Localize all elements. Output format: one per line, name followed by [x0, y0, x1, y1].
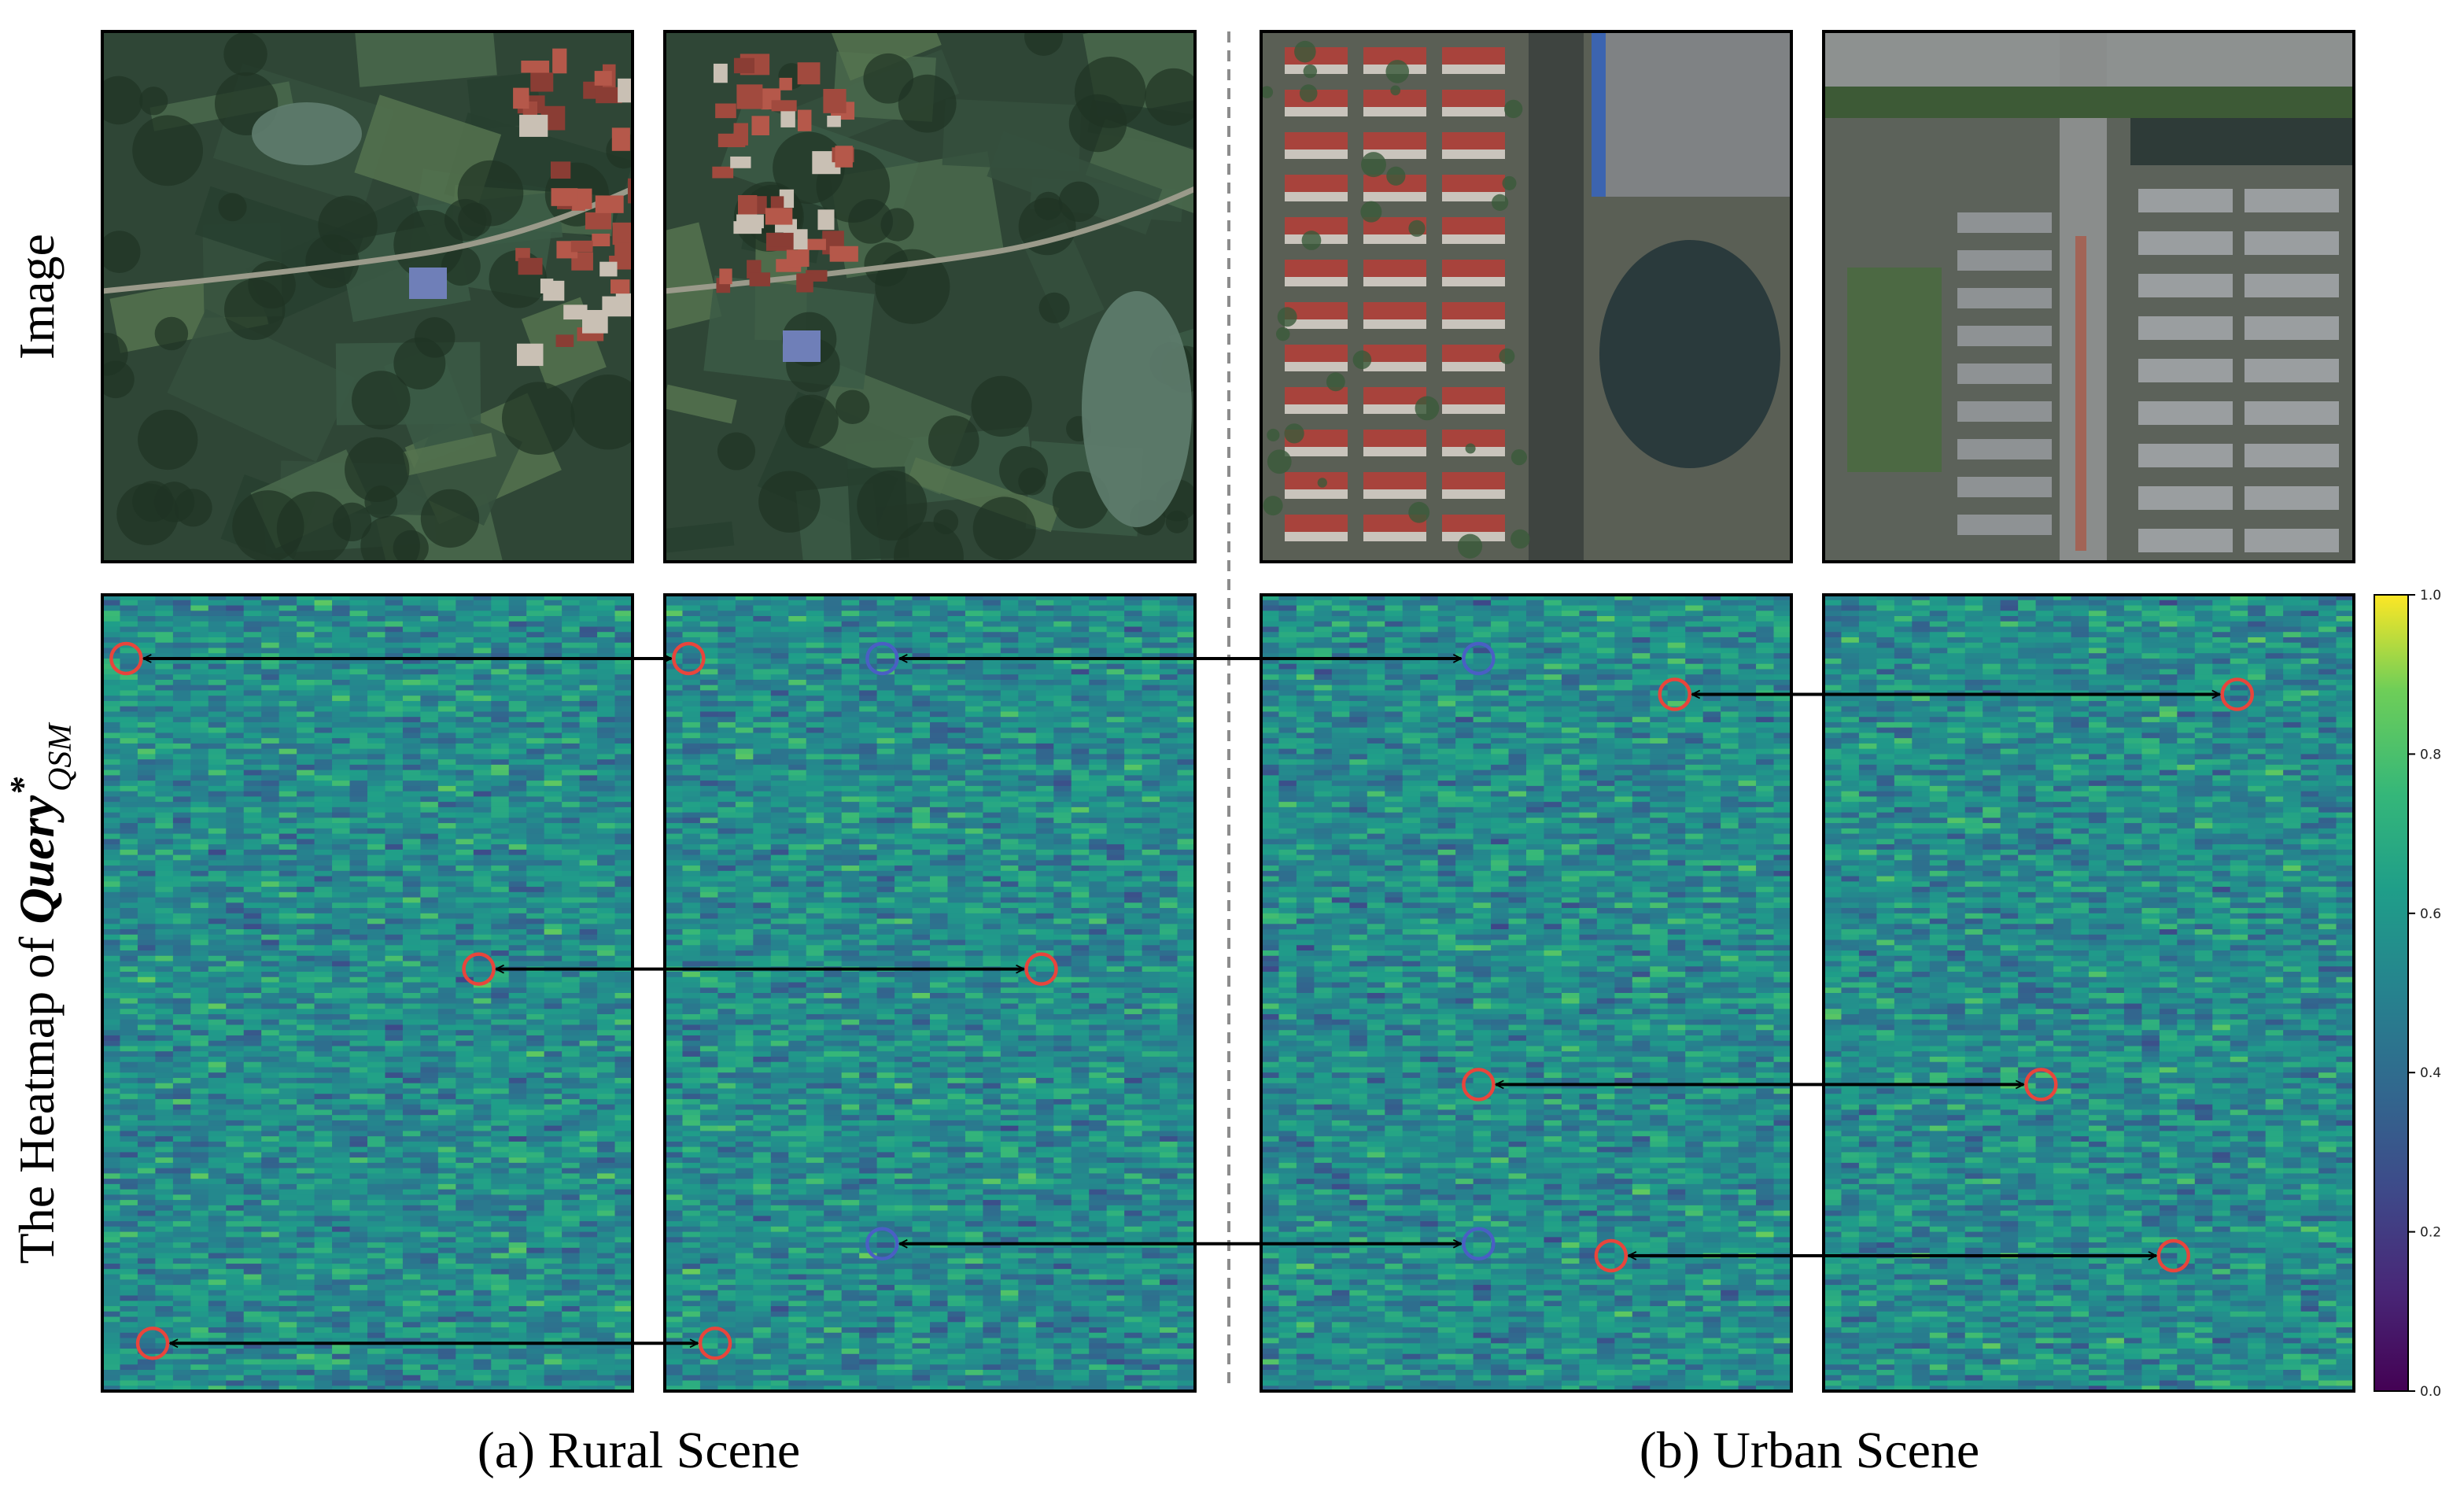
marker-0-end — [672, 641, 706, 676]
correspondence-7 — [135, 1327, 732, 1360]
heatmap-panels — [101, 593, 2355, 1393]
correspondence-2 — [1658, 677, 2254, 711]
marker-7-start — [135, 1327, 170, 1360]
image-frame-urban-1 — [1260, 30, 1793, 563]
marker-5-start — [865, 1227, 899, 1261]
row-label-image: Image — [9, 234, 65, 360]
correspondence-1 — [865, 641, 1496, 676]
heatmap-frame-urban-2 — [1822, 593, 2355, 1393]
marker-7-end — [698, 1327, 732, 1360]
heatmap-frame-rural-1 — [101, 593, 634, 1393]
marker-1-start — [865, 641, 899, 676]
caption-rural: (a) Rural Scene — [478, 1422, 800, 1479]
colorbar-tick-label-3: 0.4 — [2420, 1065, 2441, 1081]
colorbar-tick-label-0: 1.0 — [2420, 588, 2441, 603]
caption-urban: (b) Urban Scene — [1640, 1422, 1979, 1479]
correspondence-5 — [865, 1227, 1496, 1261]
correspondence-links — [109, 641, 2254, 1360]
colorbar-gradient — [2374, 594, 2409, 1392]
colorbar-ticks: 1.0 0.8 0.6 0.4 0.2 0.0 — [2408, 588, 2441, 1400]
correspondence-4 — [1462, 1068, 2058, 1102]
marker-3-start — [462, 952, 496, 986]
image-panel-urban-1 — [1261, 31, 1791, 562]
image-panel-rural-1 — [102, 31, 633, 562]
row-label-heatmap: The Heatmap of Query*QSM — [2, 722, 79, 1264]
heatmap-urban-2 — [1822, 593, 2355, 1393]
marker-5-end — [1462, 1227, 1496, 1261]
heatmap-urban-1 — [1260, 593, 1793, 1393]
marker-1-end — [1462, 641, 1496, 676]
marker-4-end — [2024, 1068, 2058, 1102]
marker-2-end — [2220, 677, 2254, 711]
colorbar-tick-label-4: 0.2 — [2420, 1225, 2441, 1241]
colorbar-tick-label-2: 0.6 — [2420, 906, 2441, 922]
marker-0-start — [109, 641, 143, 676]
heatmap-rural-2 — [663, 593, 1197, 1393]
heatmap-frame-urban-1 — [1260, 593, 1793, 1393]
heatmap-rural-1 — [101, 593, 634, 1393]
colorbar: 1.0 0.8 0.6 0.4 0.2 0.0 — [2374, 588, 2441, 1400]
colorbar-tick-label-1: 0.8 — [2420, 747, 2441, 762]
marker-2-start — [1658, 677, 1691, 711]
marker-6-end — [2156, 1238, 2191, 1273]
colorbar-tick-label-5: 0.0 — [2420, 1384, 2441, 1400]
correspondence-0 — [109, 641, 706, 676]
marker-3-end — [1024, 952, 1058, 986]
image-panel-rural-2 — [665, 31, 1195, 562]
heatmap-label-prefix: The Heatmap of — [9, 924, 65, 1264]
correspondence-6 — [1594, 1238, 2191, 1273]
heatmap-frame-rural-2 — [663, 593, 1197, 1393]
heatmap-label-superscript: * — [2, 777, 42, 795]
image-panel-urban-2 — [1824, 31, 2354, 562]
heatmap-label-subscript: QSM — [42, 722, 79, 792]
image-frame-rural-1 — [101, 30, 634, 563]
heatmap-label-symbol: Query — [9, 795, 65, 924]
correspondence-3 — [462, 952, 1058, 986]
image-frame-urban-2 — [1822, 30, 2355, 563]
marker-4-start — [1462, 1068, 1496, 1102]
marker-6-start — [1594, 1238, 1629, 1273]
aerial-images — [101, 30, 2355, 563]
image-frame-rural-2 — [663, 30, 1197, 563]
